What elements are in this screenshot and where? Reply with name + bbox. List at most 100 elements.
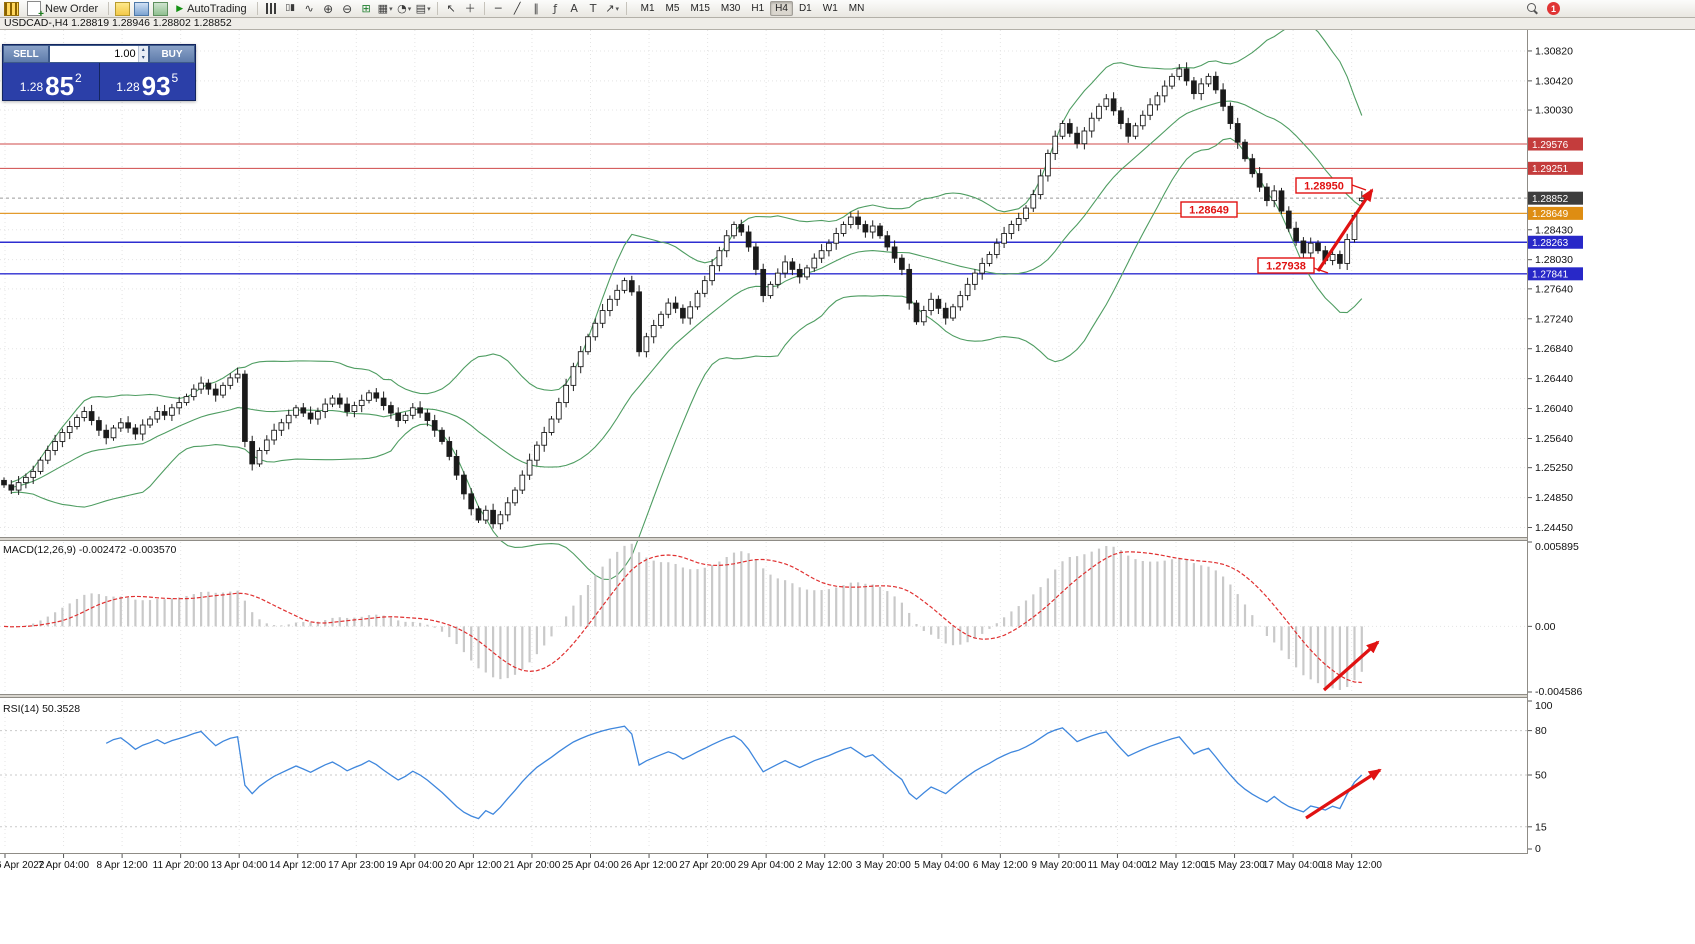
svg-text:1.26040: 1.26040 xyxy=(1535,403,1573,415)
svg-text:1.25250: 1.25250 xyxy=(1535,462,1573,474)
timeframe-button-w1[interactable]: W1 xyxy=(822,3,838,14)
arrow-icon: ↗ xyxy=(605,2,615,15)
svg-text:1.27841: 1.27841 xyxy=(1532,270,1569,281)
svg-text:6 Apr 2022: 6 Apr 2022 xyxy=(0,860,45,871)
new-chart-button[interactable]: ▦ ▾ xyxy=(377,1,394,16)
svg-text:1.28430: 1.28430 xyxy=(1535,224,1573,236)
svg-text:1.27240: 1.27240 xyxy=(1535,313,1573,325)
candlestick-series xyxy=(1,62,1365,530)
toolbar-separator xyxy=(256,2,258,15)
autotrading-button[interactable]: ▶ AutoTrading xyxy=(171,1,251,17)
tile-windows-button[interactable]: ⊞ xyxy=(361,2,371,15)
crosshair-button[interactable]: ＋ xyxy=(464,2,476,15)
macd-signal-line xyxy=(3,551,1362,684)
level-lines[interactable] xyxy=(0,143,1527,275)
svg-text:80: 80 xyxy=(1535,725,1547,737)
clock-icon: ◔ xyxy=(397,2,407,15)
timeframe-button-m1[interactable]: M1 xyxy=(640,3,655,14)
svg-text:1.28030: 1.28030 xyxy=(1535,254,1573,266)
svg-text:11 Apr 20:00: 11 Apr 20:00 xyxy=(153,860,209,871)
line-chart-button[interactable]: ∿ xyxy=(304,2,314,15)
volume-input[interactable] xyxy=(50,46,138,62)
timeframe-button-m5[interactable]: M5 xyxy=(665,3,680,14)
fibonacci-button[interactable]: ƒ xyxy=(553,2,558,15)
svg-text:7 Apr 04:00: 7 Apr 04:00 xyxy=(38,860,90,871)
zoom-out-button[interactable]: ⊖ xyxy=(342,1,353,16)
svg-text:1.28263: 1.28263 xyxy=(1532,238,1569,249)
chart-stage[interactable]: 1.30820 1.30420 1.30030 1.28430 1.28030 1.276… xyxy=(0,30,1695,944)
zoom-in-button[interactable]: ⊕ xyxy=(323,1,334,16)
svg-text:15: 15 xyxy=(1535,821,1547,833)
price-scale[interactable]: 1.30820 1.30420 1.30030 1.28430 1.28030 1.276… xyxy=(1527,30,1695,944)
svg-text:9 May 20:00: 9 May 20:00 xyxy=(1031,860,1086,871)
sell-button[interactable]: SELL xyxy=(3,45,49,63)
toolbar-separator xyxy=(436,2,438,15)
search-icon[interactable] xyxy=(1526,2,1539,15)
svg-text:1.24450: 1.24450 xyxy=(1535,522,1573,534)
svg-text:1.29576: 1.29576 xyxy=(1532,140,1569,151)
timeframe-button-m30[interactable]: M30 xyxy=(720,3,741,14)
chart-canvas[interactable]: 1.30820 1.30420 1.30030 1.28430 1.28030 1.276… xyxy=(0,30,1695,944)
svg-text:1.25640: 1.25640 xyxy=(1535,433,1573,445)
new-order-label: New Order xyxy=(45,2,99,15)
pane-separators[interactable] xyxy=(0,537,1695,854)
svg-text:-0.004586: -0.004586 xyxy=(1535,686,1582,698)
text-button[interactable]: A xyxy=(570,2,578,15)
chart-window-icon[interactable] xyxy=(3,1,20,16)
text-label-button[interactable]: T xyxy=(589,2,597,15)
svg-text:1.26440: 1.26440 xyxy=(1535,373,1573,385)
svg-text:1.27938: 1.27938 xyxy=(1266,261,1306,273)
svg-text:25 Apr 04:00: 25 Apr 04:00 xyxy=(562,860,619,871)
template-icon: ▤ xyxy=(415,2,427,15)
arrows-button[interactable]: ↗ ▾ xyxy=(604,1,621,16)
chevron-down-icon: ▾ xyxy=(389,4,393,13)
svg-text:26 Apr 12:00: 26 Apr 12:00 xyxy=(621,860,678,871)
svg-text:6 May 12:00: 6 May 12:00 xyxy=(973,860,1028,871)
timeframe-button-mn[interactable]: MN xyxy=(848,3,865,14)
notification-badge[interactable]: 1 xyxy=(1547,2,1560,15)
timeframe-button-h4[interactable]: H4 xyxy=(770,1,793,16)
annotations[interactable]: 1.28950 1.28649 1.27938 xyxy=(1180,177,1382,820)
svg-text:50: 50 xyxy=(1535,770,1547,782)
volume-up-button[interactable]: ▴ xyxy=(138,46,148,54)
macd-histogram xyxy=(0,543,1527,691)
timeframe-button-m15[interactable]: M15 xyxy=(690,3,710,14)
svg-text:13 Apr 04:00: 13 Apr 04:00 xyxy=(211,860,268,871)
buy-price[interactable]: 1.28 93 5 xyxy=(98,63,196,100)
svg-text:1.30820: 1.30820 xyxy=(1535,45,1573,57)
svg-text:1.24850: 1.24850 xyxy=(1535,492,1573,504)
volume-box: ▴ ▾ xyxy=(49,45,149,63)
autotrading-play-icon: ▶ xyxy=(176,3,184,14)
timeframe-button-d1[interactable]: D1 xyxy=(798,3,812,14)
channel-button[interactable]: ∥ xyxy=(533,2,539,15)
sell-price[interactable]: 1.28 85 2 xyxy=(19,71,82,101)
rsi-label: RSI(14) 50.3528 xyxy=(3,703,81,715)
svg-text:29 Apr 04:00: 29 Apr 04:00 xyxy=(738,860,795,871)
metaeditor-icon[interactable] xyxy=(133,1,150,16)
svg-text:2 May 12:00: 2 May 12:00 xyxy=(797,860,852,871)
templates-button[interactable]: ▤ ▾ xyxy=(415,1,432,16)
macd-label: MACD(12,26,9) -0.002472 -0.003570 xyxy=(3,544,177,556)
svg-text:1.30420: 1.30420 xyxy=(1535,75,1573,87)
timeframe-button-h1[interactable]: H1 xyxy=(751,3,765,14)
buy-button[interactable]: BUY xyxy=(149,45,195,63)
horizontal-line-button[interactable]: ─ xyxy=(494,2,502,15)
expert-advisors-icon[interactable] xyxy=(114,1,131,16)
svg-text:15 May 23:00: 15 May 23:00 xyxy=(1204,860,1265,871)
volume-down-button[interactable]: ▾ xyxy=(138,54,148,62)
periods-button[interactable]: ◔ ▾ xyxy=(396,1,413,16)
chevron-down-icon: ▾ xyxy=(427,4,431,13)
new-order-button[interactable]: New Order xyxy=(22,1,103,20)
candlestick-chart-button[interactable]: ▯▮ xyxy=(285,3,296,13)
cursor-button[interactable]: ↖ xyxy=(446,2,456,15)
svg-text:5 May 04:00: 5 May 04:00 xyxy=(914,860,969,871)
svg-text:1.30030: 1.30030 xyxy=(1535,105,1573,117)
svg-text:3 May 20:00: 3 May 20:00 xyxy=(856,860,911,871)
svg-text:1.26840: 1.26840 xyxy=(1535,343,1573,355)
options-icon[interactable] xyxy=(152,1,169,16)
trendline-button[interactable]: ╱ xyxy=(513,2,521,15)
bar-chart-button[interactable] xyxy=(263,1,280,16)
